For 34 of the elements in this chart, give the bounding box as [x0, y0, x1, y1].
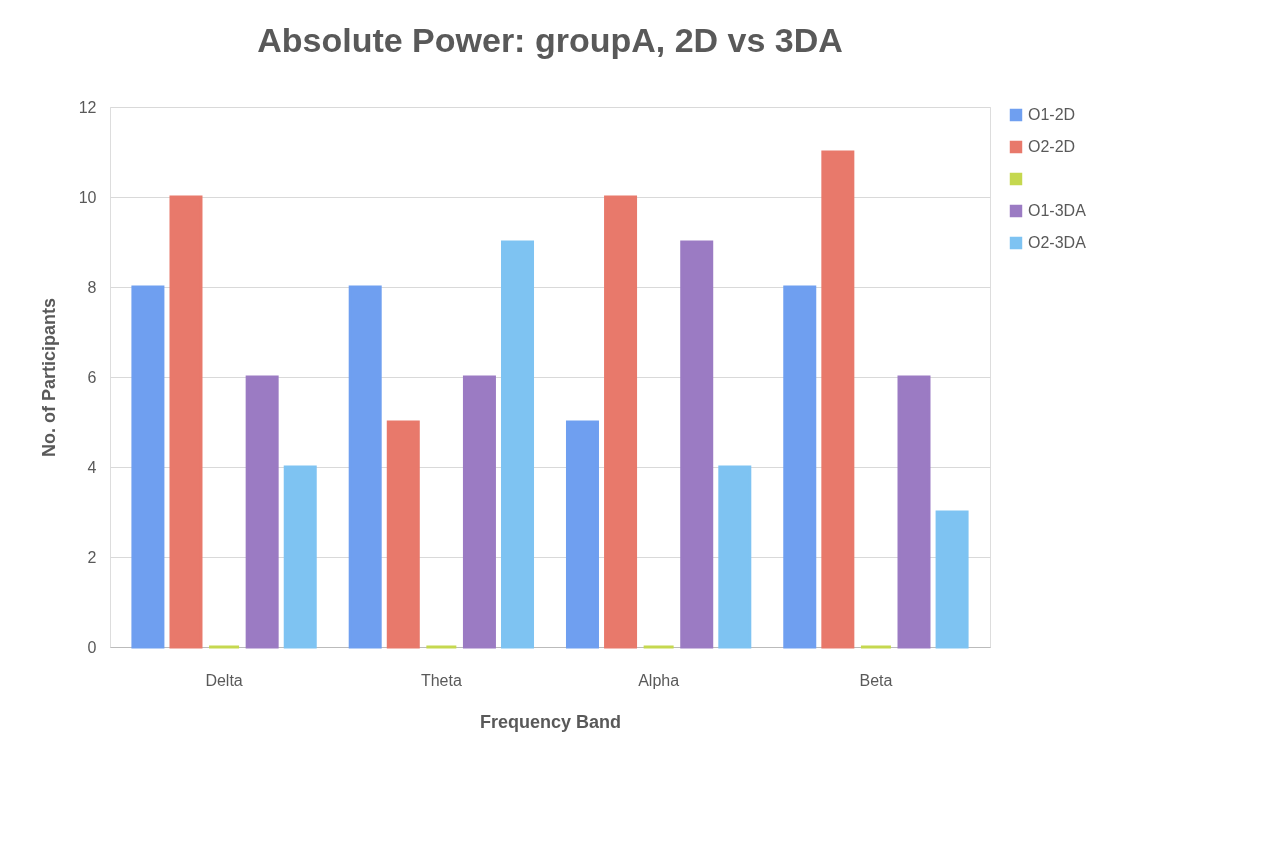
legend-label: O1-2D [1028, 106, 1076, 123]
x-axis-title: Frequency Band [479, 711, 622, 732]
y-axis-title: No. of Participants [38, 297, 59, 458]
bar [283, 465, 317, 649]
bar [565, 420, 599, 649]
x-tick-label: Alpha [638, 671, 680, 689]
bar [462, 375, 496, 649]
bar [718, 465, 752, 649]
bar [821, 150, 855, 649]
y-tick-label: 6 [87, 368, 97, 386]
chart-title: Absolute Power: groupA, 2D vs 3DA [257, 21, 843, 59]
y-tick-label: 12 [78, 98, 97, 116]
x-tick-label: Theta [420, 671, 462, 689]
bar [348, 285, 382, 649]
bar [935, 510, 969, 649]
bar [245, 375, 279, 649]
y-tick-label: 4 [87, 458, 97, 476]
bar [169, 195, 203, 649]
legend-label: O2-2D [1028, 138, 1076, 155]
y-tick-label: 2 [87, 548, 97, 566]
y-tick-label: 10 [78, 188, 97, 206]
x-tick-label: Beta [859, 671, 893, 689]
bar [501, 240, 535, 649]
bar [604, 195, 638, 649]
bar [386, 420, 420, 649]
y-tick-label: 8 [87, 278, 97, 296]
legend-label: O2-3DA [1028, 234, 1087, 251]
bar [897, 375, 931, 649]
x-tick-label: Delta [205, 671, 243, 689]
bar [783, 285, 817, 649]
bar [131, 285, 165, 649]
legend-label: O1-3DA [1028, 202, 1087, 219]
bar [680, 240, 714, 649]
y-tick-label: 0 [87, 638, 97, 656]
